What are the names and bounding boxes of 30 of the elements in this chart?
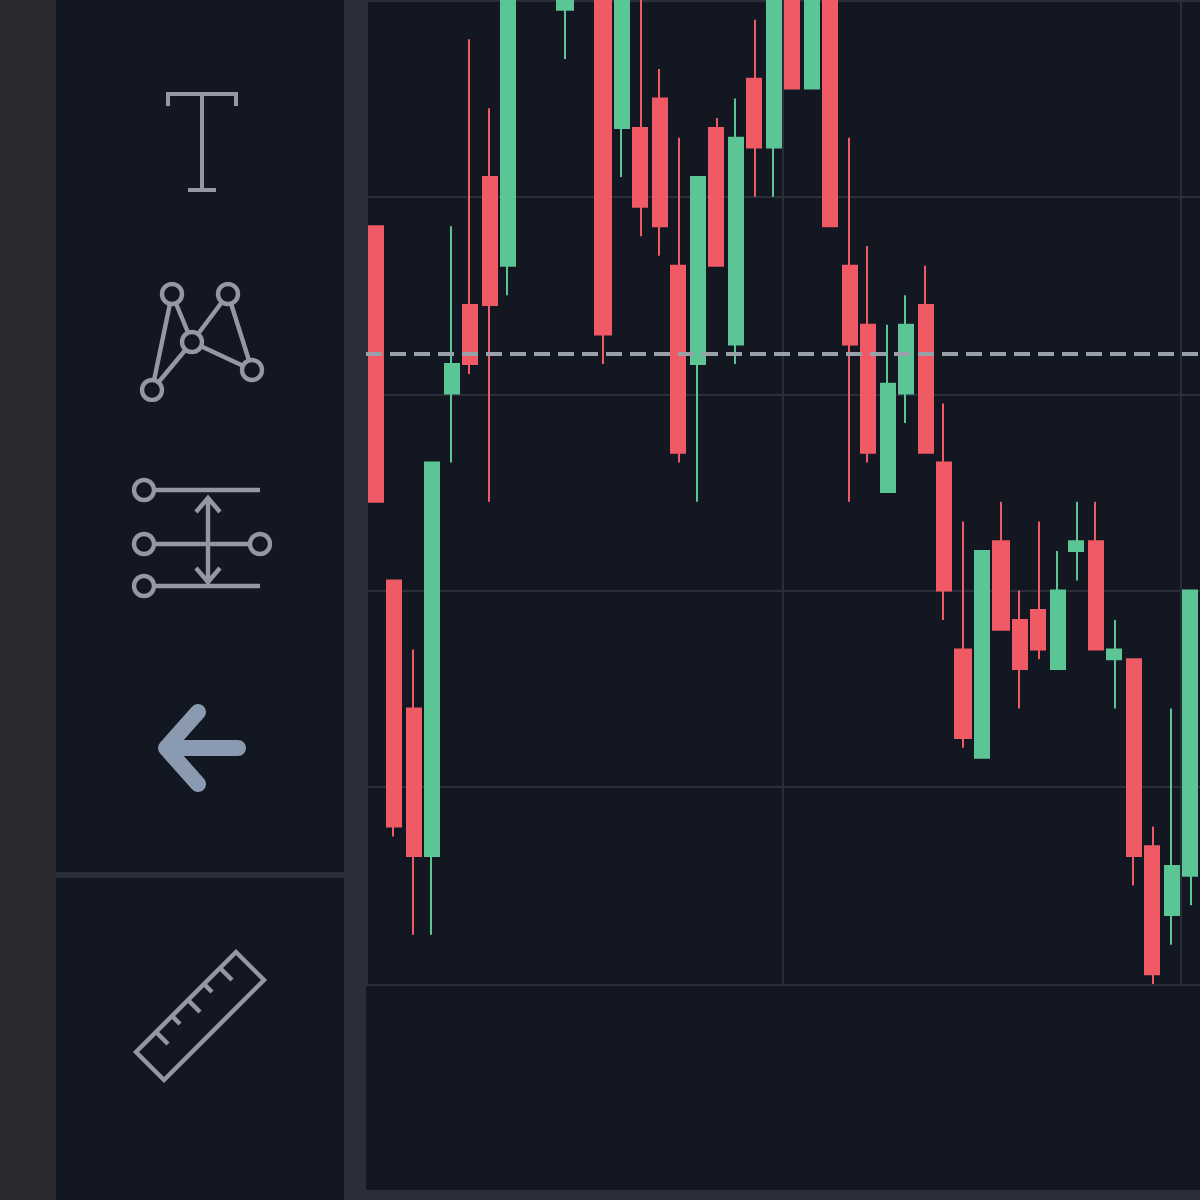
candlestick	[594, 0, 612, 366]
candlestick	[690, 176, 706, 503]
candlestick	[406, 648, 422, 936]
candlestick	[954, 520, 972, 749]
candlestick	[708, 117, 724, 267]
candlestick	[822, 0, 838, 228]
candlestick	[652, 67, 668, 257]
candlestick	[632, 0, 648, 238]
candlestick	[784, 0, 800, 90]
candlestick	[1068, 500, 1084, 582]
candlestick	[1088, 500, 1104, 651]
candlestick	[918, 264, 934, 454]
candlestick	[614, 0, 630, 179]
candlestick	[1106, 618, 1122, 710]
candlestick	[746, 18, 762, 198]
candlestick	[424, 461, 440, 936]
candlestick	[462, 38, 478, 375]
candlestick	[936, 402, 952, 621]
candlestick	[974, 550, 990, 759]
candlestick	[368, 225, 384, 503]
candlestick	[444, 225, 460, 464]
candlestick	[556, 0, 574, 61]
candlestick	[1050, 550, 1066, 671]
candlestick	[386, 579, 402, 838]
candlestick	[500, 0, 516, 297]
candlestick	[804, 0, 820, 90]
candlestick	[728, 97, 744, 366]
candlestick	[766, 0, 782, 198]
candlestick	[670, 136, 686, 464]
candlestick	[482, 107, 498, 503]
